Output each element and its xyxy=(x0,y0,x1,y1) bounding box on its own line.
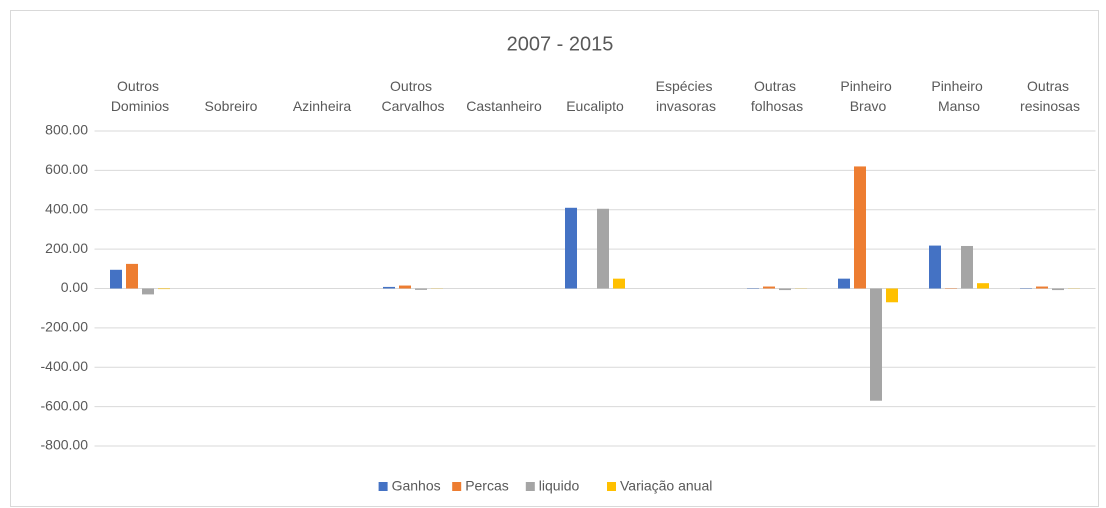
bar xyxy=(1036,286,1048,289)
y-tick-label: -200.00 xyxy=(41,319,89,335)
y-tick-label: 0.00 xyxy=(61,279,88,295)
bar xyxy=(854,166,866,289)
x-tick-label: Azinheira xyxy=(293,98,352,114)
y-tick-label: -400.00 xyxy=(41,358,89,374)
bar xyxy=(838,278,850,289)
x-tick-label: Outras folhosas xyxy=(751,78,803,114)
x-tick-label: Castanheiro xyxy=(466,98,542,114)
bar xyxy=(597,208,609,289)
x-tick-label: Outras resinosas xyxy=(1020,78,1080,114)
bar xyxy=(142,288,154,295)
y-tick-label: -800.00 xyxy=(41,437,89,453)
bar xyxy=(929,245,941,289)
chart-title: 2007 - 2015 xyxy=(507,33,614,55)
bar xyxy=(1052,288,1064,291)
x-tick-label: Outros Dominios xyxy=(111,78,169,114)
y-tick-label: 400.00 xyxy=(45,200,88,216)
legend-swatch xyxy=(452,482,462,491)
y-tick-label: 600.00 xyxy=(45,161,88,177)
bar xyxy=(565,207,577,289)
bar xyxy=(870,288,882,401)
x-tick-label: Eucalipto xyxy=(566,98,624,114)
legend-swatch xyxy=(378,482,388,491)
bar xyxy=(158,288,170,290)
legend-label: Ganhos xyxy=(392,478,441,494)
y-tick-label: 200.00 xyxy=(45,240,88,256)
x-tick-label: Outros Carvalhos xyxy=(381,78,444,114)
bar xyxy=(961,245,973,289)
x-tick-label: Sobreiro xyxy=(205,98,258,114)
bar xyxy=(126,263,138,289)
x-tick-label: Espécies invasoras xyxy=(656,78,717,114)
legend-label: Variação anual xyxy=(620,478,712,494)
bar xyxy=(886,288,898,303)
bar xyxy=(399,285,411,289)
y-tick-label: -600.00 xyxy=(41,397,89,413)
bar xyxy=(977,283,989,289)
bar xyxy=(763,286,775,289)
x-tick-label: Pinheiro Manso xyxy=(931,78,986,114)
bar xyxy=(415,288,427,290)
y-tick-label: 800.00 xyxy=(45,122,88,138)
legend-swatch xyxy=(525,482,535,491)
chart-border xyxy=(10,10,1099,507)
legend-label: Percas xyxy=(465,478,509,494)
bar xyxy=(110,269,122,289)
x-tick-label: Pinheiro Bravo xyxy=(840,78,895,114)
legend-swatch xyxy=(607,482,616,491)
bar xyxy=(779,288,791,291)
bar xyxy=(613,278,625,289)
bar xyxy=(383,286,395,289)
legend-label: liquido xyxy=(539,478,580,494)
